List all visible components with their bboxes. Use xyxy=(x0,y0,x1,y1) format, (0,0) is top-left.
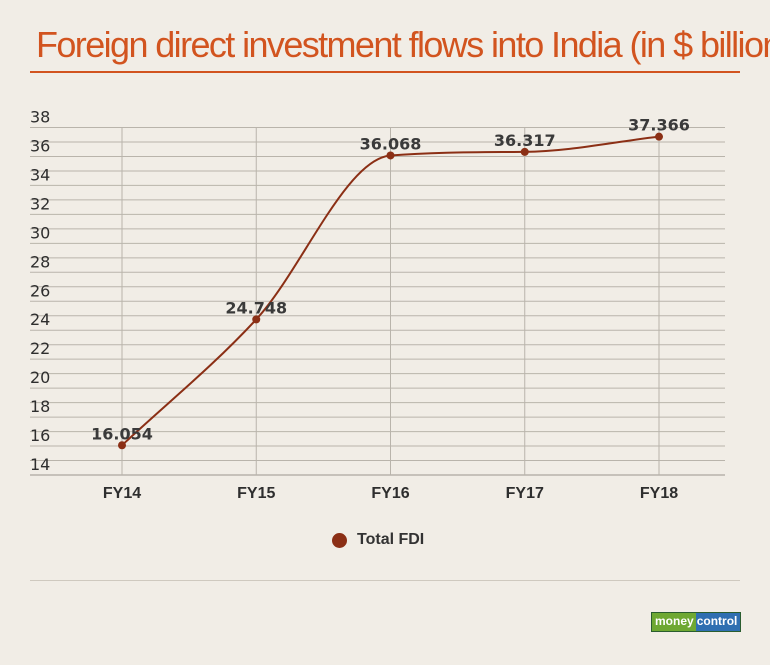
data-labels: 16.054 24.748 36.068 36.317 37.366 xyxy=(91,116,690,444)
data-point xyxy=(386,151,395,160)
y-tick-label: 38 xyxy=(30,108,50,127)
y-tick-label: 30 xyxy=(30,223,50,242)
bottom-divider xyxy=(30,580,740,581)
y-tick-label: 24 xyxy=(30,310,50,329)
data-point xyxy=(655,132,663,141)
title-underline xyxy=(30,71,740,73)
y-tick-label: 28 xyxy=(30,252,50,271)
data-point xyxy=(118,441,126,450)
chart-title: Foreign direct investment flows into Ind… xyxy=(36,24,770,65)
x-tick-label: FY14 xyxy=(103,485,141,502)
logo-part-control: control xyxy=(695,613,741,631)
legend-label: Total FDI xyxy=(357,531,425,548)
y-tick-label: 32 xyxy=(30,194,50,213)
moneycontrol-logo: money control xyxy=(651,612,742,632)
y-tick-label: 16 xyxy=(30,426,50,445)
vertical-gridlines xyxy=(121,127,660,475)
x-axis-ticks: FY14 FY15 FY16 FY17 FY18 xyxy=(103,485,678,502)
logo-part-money: money xyxy=(652,613,696,631)
legend: Total FDI xyxy=(332,528,424,552)
x-tick-label: FY15 xyxy=(237,485,275,502)
data-points xyxy=(118,132,663,450)
y-axis-ticks: 14 16 18 20 22 24 26 28 30 32 34 36 38 xyxy=(30,108,50,475)
y-tick-label: 14 xyxy=(30,455,50,474)
y-tick-label: 18 xyxy=(30,397,50,416)
data-point xyxy=(252,315,261,324)
y-tick-label: 26 xyxy=(30,281,50,300)
data-label: 16.054 xyxy=(91,424,153,443)
series-line-total-fdi xyxy=(121,135,660,446)
data-point xyxy=(520,147,529,156)
y-tick-label: 36 xyxy=(30,136,50,155)
x-tick-label: FY18 xyxy=(640,485,678,502)
horizontal-gridlines xyxy=(30,127,725,476)
y-tick-label: 34 xyxy=(30,165,50,184)
y-tick-label: 22 xyxy=(30,339,50,358)
data-label: 36.317 xyxy=(494,131,556,150)
legend-marker xyxy=(332,532,347,548)
data-label: 36.068 xyxy=(360,134,422,153)
x-tick-label: FY17 xyxy=(506,485,544,502)
data-label: 24.748 xyxy=(225,298,287,317)
x-tick-label: FY16 xyxy=(371,485,409,502)
data-label: 37.366 xyxy=(628,116,690,135)
y-tick-label: 20 xyxy=(30,368,50,387)
